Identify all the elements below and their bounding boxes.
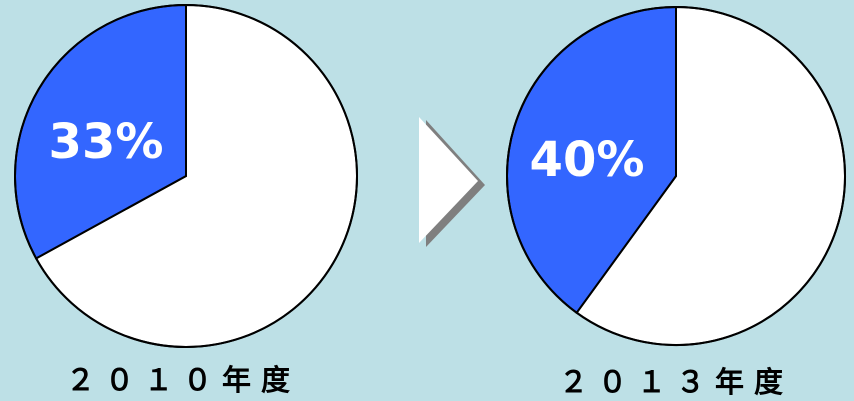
pie-2010-percent-label: 33% bbox=[49, 114, 164, 170]
pie-2010-outline bbox=[14, 4, 358, 348]
pie-2010-group: 33% ２０１０年度 bbox=[14, 3, 358, 397]
pie-2013-outline bbox=[506, 6, 846, 346]
pie-2013-group: 40% ２０１３年度 bbox=[506, 5, 846, 399]
pie-2010-year-label: ２０１０年度 bbox=[66, 363, 300, 397]
pie-2013-percent-label: 40% bbox=[530, 132, 645, 188]
pie-2013-year-label: ２０１３年度 bbox=[559, 365, 793, 399]
transition-arrow-icon bbox=[419, 117, 485, 247]
